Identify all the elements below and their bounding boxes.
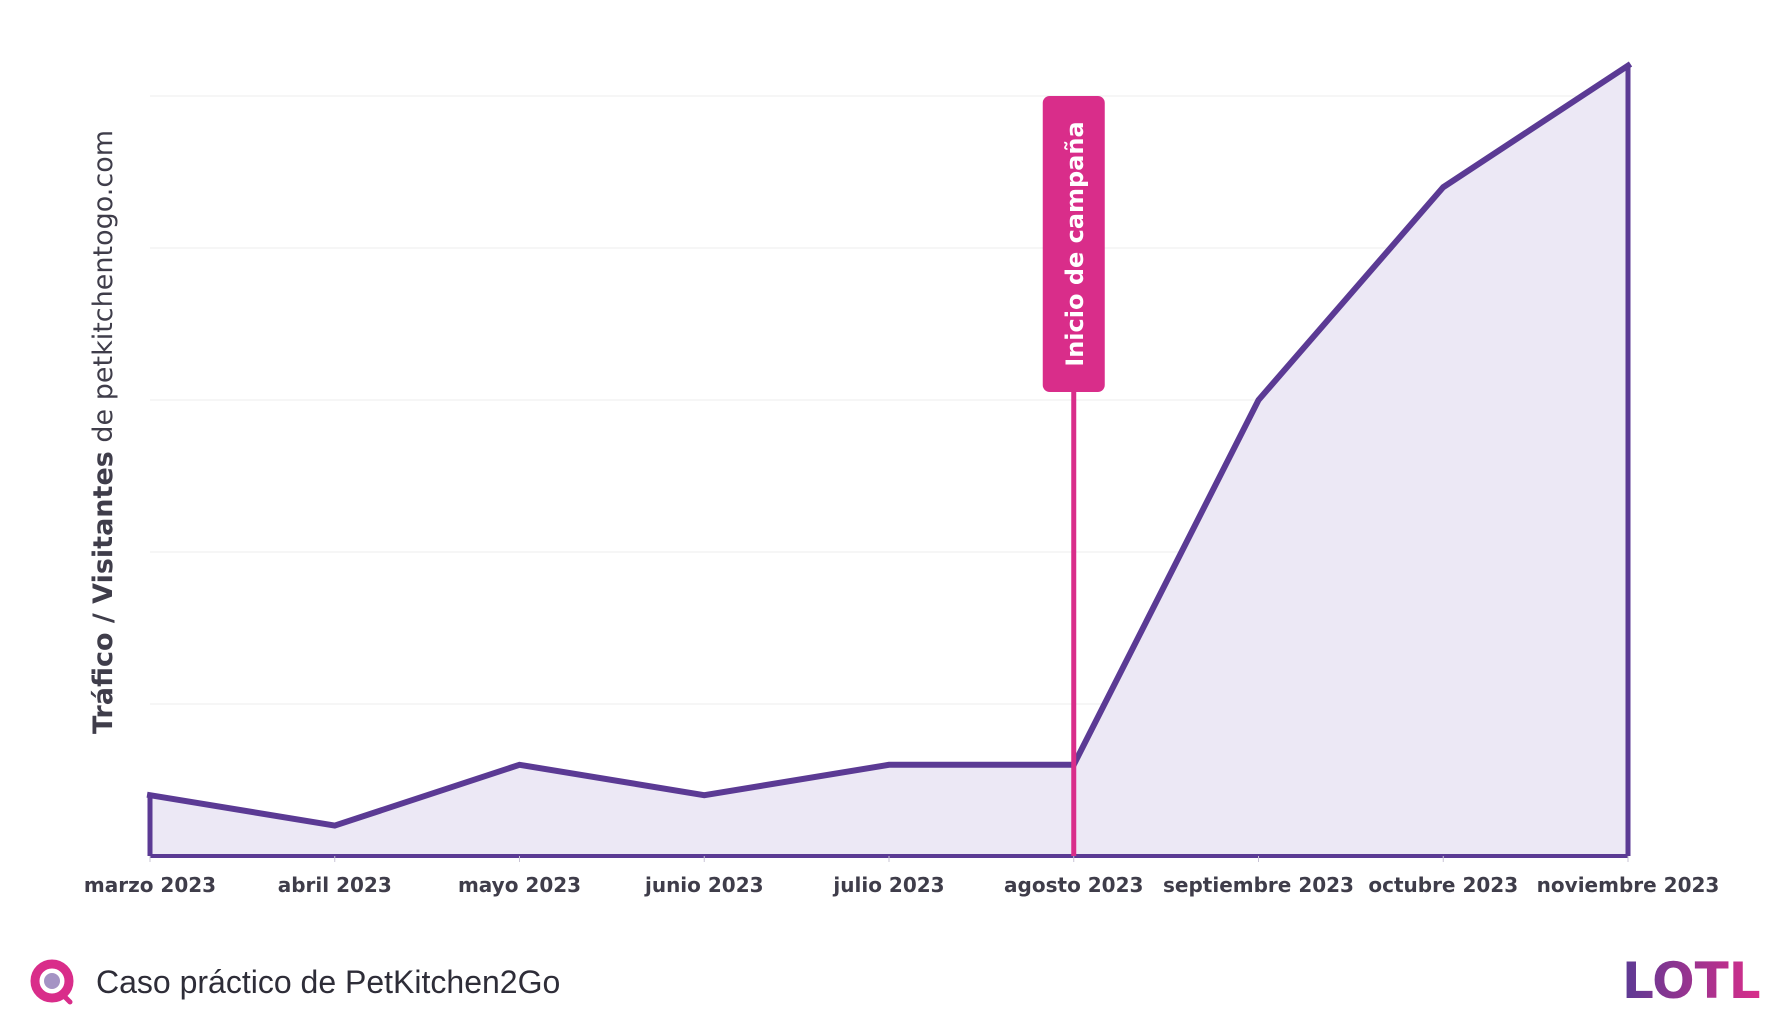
data-point-3 [703, 794, 705, 796]
x-tick-label-0: marzo 2023 [84, 873, 216, 897]
campaign-marker: Inicio de campaña [1042, 96, 1105, 856]
data-point-4 [888, 764, 890, 766]
x-tick-label-6: septiembre 2023 [1163, 873, 1354, 897]
y-axis-label: Tráfico / Visitantes de petkitchentogo.c… [88, 130, 119, 734]
data-point-0 [149, 794, 151, 796]
x-tick-label-4: julio 2023 [832, 873, 944, 897]
y-axis-label-regular: de petkitchentogo.com [88, 130, 119, 451]
footer-caption: Caso práctico de PetKitchen2Go [96, 963, 561, 1000]
x-tick-label-7: octubre 2023 [1368, 873, 1518, 897]
campaign-label-box-0 [1042, 96, 1105, 392]
y-axis-label-bold: Tráfico / Visitantes [88, 451, 119, 734]
lotl-logo: LOTL [1622, 952, 1761, 1010]
brand-wordmark: LOTL [1622, 952, 1761, 1010]
x-tick-label-5: agosto 2023 [1004, 873, 1143, 897]
series [146, 61, 1633, 858]
x-tick-label-2: mayo 2023 [458, 873, 581, 897]
data-point-1 [334, 825, 336, 827]
data-point-8 [1627, 65, 1629, 67]
x-tick-label-8: noviembre 2023 [1537, 873, 1720, 897]
x-axis: marzo 2023 abril 2023 mayo 2023 junio 2023 j… [84, 856, 1719, 897]
data-point-2 [519, 764, 520, 766]
footer: Caso práctico de PetKitchen2Go [28, 952, 560, 1012]
x-tick-label-1: abril 2023 [278, 873, 392, 897]
x-tick-label-3: junio 2023 [644, 873, 764, 897]
lotl-circle-icon [30, 959, 74, 1005]
data-point-6 [1258, 399, 1259, 401]
data-point-7 [1442, 186, 1444, 188]
series-area-0 [150, 65, 1628, 857]
campaign-label-0: Inicio de campaña [1061, 121, 1089, 366]
